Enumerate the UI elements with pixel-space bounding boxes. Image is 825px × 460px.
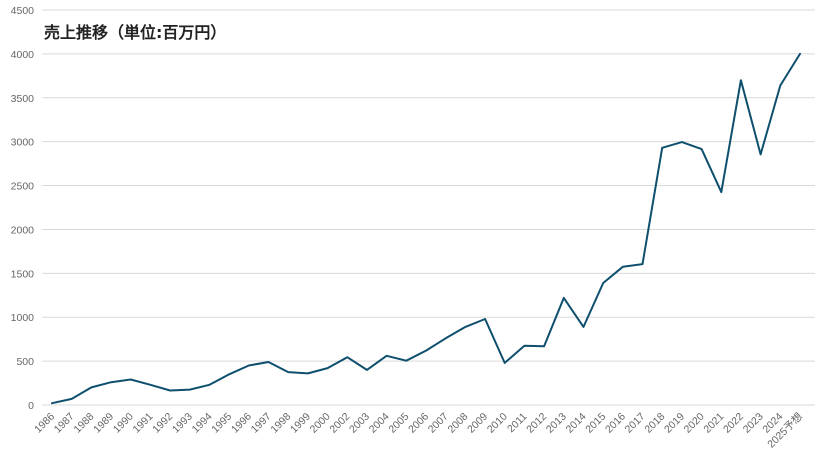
x-tick-label: 2013 bbox=[544, 411, 569, 436]
x-tick-label: 1996 bbox=[229, 411, 254, 436]
x-tick-label: 1992 bbox=[150, 411, 175, 436]
x-tick-label: 2021 bbox=[701, 411, 726, 436]
x-tick-label: 2009 bbox=[465, 411, 490, 436]
series-line bbox=[51, 52, 801, 405]
x-tick-label: 2016 bbox=[603, 411, 628, 436]
y-tick-label: 500 bbox=[16, 356, 34, 368]
x-tick-label: 2010 bbox=[485, 411, 510, 436]
y-tick-label: 1000 bbox=[11, 312, 35, 324]
y-tick-label: 3000 bbox=[11, 137, 35, 149]
x-tick-label: 1994 bbox=[190, 411, 215, 436]
x-tick-label: 2000 bbox=[308, 411, 333, 436]
y-tick-label: 1500 bbox=[11, 268, 35, 280]
x-tick-label: 1989 bbox=[91, 411, 116, 436]
x-tick-label: 2015 bbox=[583, 411, 608, 436]
chart-title: 売上推移（単位:百万円） bbox=[44, 23, 227, 42]
x-tick-label: 1997 bbox=[249, 411, 274, 436]
y-tick-label: 2000 bbox=[11, 224, 35, 236]
x-tick-label: 2017 bbox=[623, 411, 648, 436]
x-tick-label: 2022 bbox=[721, 411, 746, 436]
x-tick-label: 2003 bbox=[347, 411, 372, 436]
x-tick-label: 2012 bbox=[524, 411, 549, 436]
x-tick-label: 2002 bbox=[327, 411, 352, 436]
x-tick-label: 1993 bbox=[170, 411, 195, 436]
x-tick-label: 2019 bbox=[662, 411, 687, 436]
x-tick-label: 1986 bbox=[32, 411, 57, 436]
y-tick-label: 4500 bbox=[11, 5, 35, 17]
x-tick-label: 1990 bbox=[111, 411, 136, 436]
x-tick-label: 1988 bbox=[71, 411, 96, 436]
x-tick-label: 2020 bbox=[682, 411, 707, 436]
y-tick-label: 0 bbox=[28, 400, 34, 412]
x-tick-label: 1999 bbox=[288, 411, 313, 436]
x-tick-label: 2018 bbox=[642, 411, 667, 436]
x-tick-label: 1995 bbox=[209, 411, 234, 436]
x-tick-label: 1991 bbox=[131, 411, 156, 436]
x-tick-label: 2004 bbox=[367, 411, 392, 436]
y-tick-label: 3500 bbox=[11, 93, 35, 105]
y-tick-label: 2500 bbox=[11, 181, 35, 193]
x-tick-label: 2008 bbox=[445, 411, 470, 436]
x-tick-label: 2023 bbox=[741, 411, 766, 436]
x-tick-label: 2005 bbox=[386, 411, 411, 436]
y-tick-label: 4000 bbox=[11, 49, 35, 61]
x-tick-label: 2014 bbox=[564, 411, 589, 436]
x-tick-label: 2007 bbox=[426, 411, 451, 436]
x-tick-label: 1998 bbox=[268, 411, 293, 436]
x-tick-label: 2011 bbox=[505, 411, 530, 436]
x-tick-label: 1987 bbox=[52, 411, 77, 436]
x-tick-label: 2006 bbox=[406, 411, 431, 436]
